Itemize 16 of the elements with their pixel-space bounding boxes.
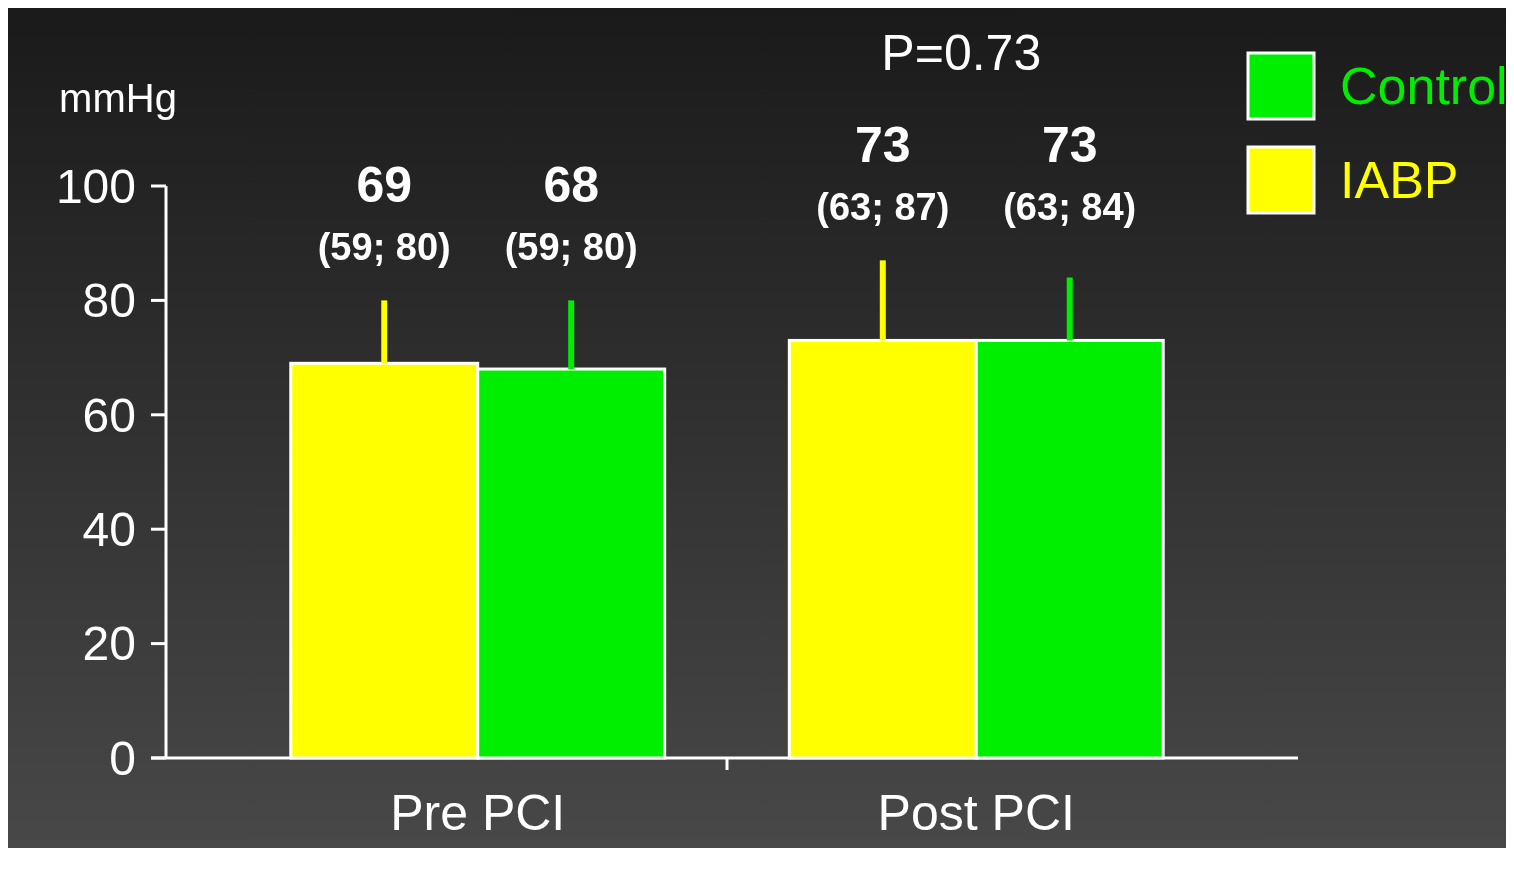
y-tick-label: 80 [82, 274, 136, 328]
data-label: 73 (63; 84) [1003, 117, 1137, 229]
legend-label: IABP [1340, 151, 1459, 210]
data-label: 73 (63; 87) [816, 117, 950, 229]
y-axis-title: mmHg [59, 76, 177, 120]
y-tick-label: 60 [82, 388, 136, 442]
data-label: 69 (59; 80) [317, 157, 451, 269]
text: P=0.73 [881, 25, 1042, 81]
y-tick-label: 0 [109, 731, 136, 785]
x-tick-label: Pre PCI [390, 785, 566, 841]
x-tick-label: Post PCI [877, 785, 1075, 841]
y-tick-label: 40 [82, 503, 136, 556]
data-label: 68 (59; 80) [504, 157, 638, 269]
legend-label: Control [1340, 57, 1508, 116]
y-tick-label: 20 [82, 617, 136, 671]
y-tick-label: 100 [55, 159, 136, 213]
